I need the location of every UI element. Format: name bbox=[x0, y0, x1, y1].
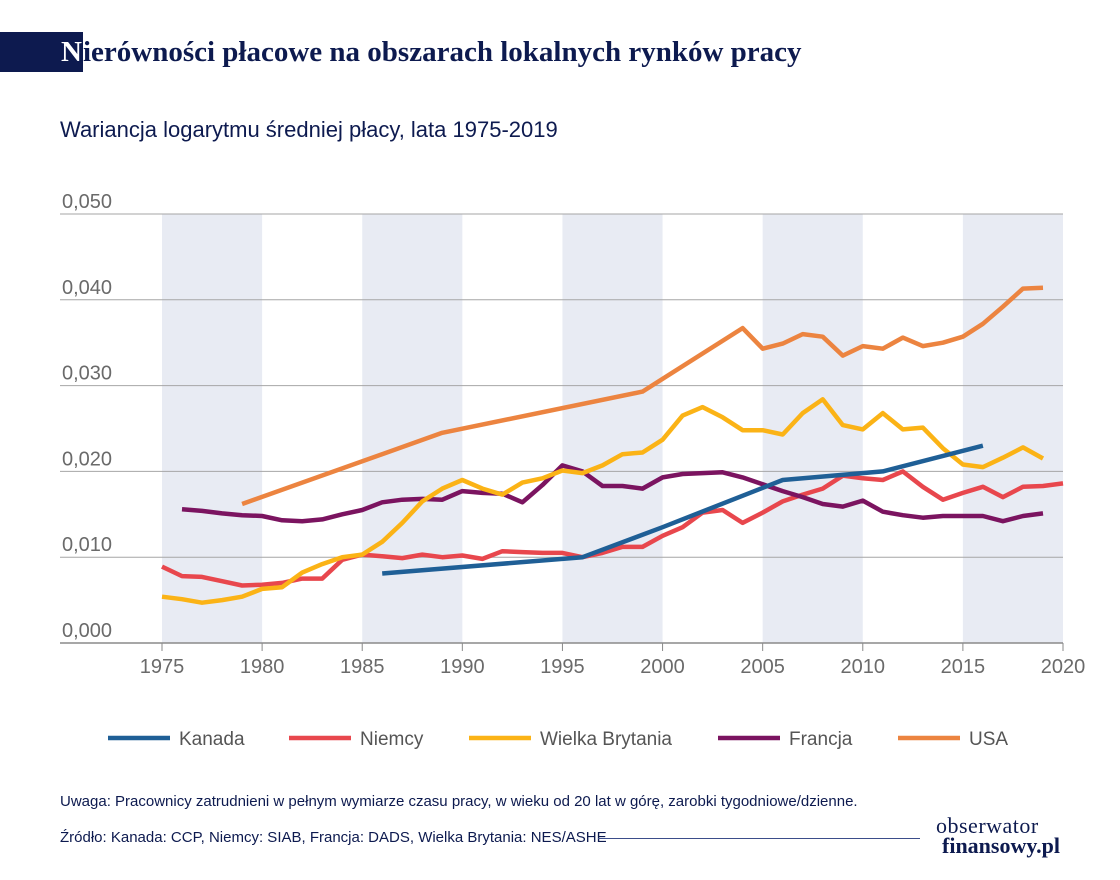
series-line-usa bbox=[241, 285, 1044, 507]
y-tick-label: 0,020 bbox=[62, 448, 112, 470]
page-title: Nierówności płacowe na obszarach lokalny… bbox=[60, 32, 802, 72]
legend-label: Kanada bbox=[179, 729, 245, 750]
footnote: Uwaga: Pracownicy zatrudnieni w pełnym w… bbox=[60, 793, 858, 810]
x-axis-ticks: 1975 1980 1985 1990 1995 2000 2005 2010 2015 2020 bbox=[140, 643, 1086, 678]
title-text: ierówności płacowe na obszarach lokalnyc… bbox=[82, 36, 802, 68]
logo-line-2: finansowy.pl bbox=[942, 833, 1060, 858]
y-tick-label: 0,010 bbox=[62, 534, 112, 556]
x-tick-label: 1975 bbox=[140, 656, 185, 678]
x-tick-label: 1985 bbox=[340, 656, 385, 678]
y-tick-label: 0,030 bbox=[62, 363, 112, 385]
shaded-bands bbox=[162, 214, 1063, 643]
x-tick-label: 2005 bbox=[740, 656, 785, 678]
x-tick-label: 1990 bbox=[440, 656, 485, 678]
x-tick-label: 2000 bbox=[640, 656, 685, 678]
series-lines bbox=[161, 285, 1064, 605]
legend-label: Francja bbox=[789, 729, 853, 750]
series-line-wielka-brytania bbox=[161, 397, 1045, 605]
legend-label: Niemcy bbox=[360, 729, 424, 750]
footer-divider bbox=[598, 838, 920, 839]
shaded-band-3 bbox=[762, 214, 863, 643]
x-tick-label: 1980 bbox=[240, 656, 285, 678]
x-tick-label: 2015 bbox=[941, 656, 986, 678]
shaded-band-1 bbox=[362, 214, 463, 643]
x-tick-label: 2020 bbox=[1041, 656, 1086, 678]
shaded-band-4 bbox=[962, 214, 1063, 643]
brand-logo[interactable]: obserwator finansowy.pl bbox=[936, 813, 1060, 858]
x-tick-label: 2010 bbox=[841, 656, 886, 678]
legend-label: Wielka Brytania bbox=[540, 729, 672, 750]
x-tick-label: 1995 bbox=[540, 656, 585, 678]
y-tick-label: 0,040 bbox=[62, 277, 112, 299]
chart-subtitle: Wariancja logarytmu średniej płacy, lata… bbox=[60, 117, 558, 142]
shaded-band-2 bbox=[562, 214, 663, 643]
series-line-francja bbox=[181, 463, 1044, 524]
legend-label: USA bbox=[969, 729, 1008, 750]
y-tick-label: 0,000 bbox=[62, 620, 112, 642]
series-line-kanada bbox=[382, 443, 984, 576]
series-line-niemcy bbox=[161, 469, 1064, 588]
y-axis-ticks: 0,000 0,010 0,020 0,030 0,040 0,050 bbox=[62, 191, 112, 642]
logo-line-1: obserwator bbox=[936, 813, 1039, 838]
source-note: Źródło: Kanada: CCP, Niemcy: SIAB, Franc… bbox=[60, 829, 607, 846]
y-tick-label: 0,050 bbox=[62, 191, 112, 213]
title-initial: N bbox=[60, 32, 83, 72]
shaded-band-0 bbox=[162, 214, 263, 643]
legend: Kanada Niemcy Wielka Brytania Francja USA bbox=[108, 729, 1008, 750]
